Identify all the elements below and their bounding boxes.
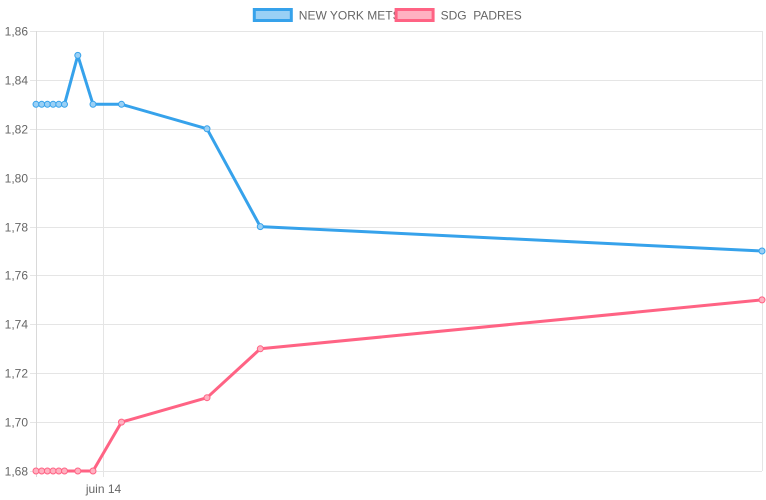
data-point[interactable] xyxy=(55,100,63,108)
data-point[interactable] xyxy=(61,100,68,108)
series-1 xyxy=(32,296,766,475)
legend-label: NEW YORK METS xyxy=(299,9,401,23)
y-tick-label: 1,80 xyxy=(5,172,29,186)
y-tick-label: 1,82 xyxy=(5,123,29,137)
data-point[interactable] xyxy=(74,467,82,475)
series-layer xyxy=(32,51,766,475)
data-point[interactable] xyxy=(43,100,51,108)
data-point[interactable] xyxy=(89,100,97,108)
series-line xyxy=(36,53,763,253)
data-point[interactable] xyxy=(32,467,40,475)
data-point[interactable] xyxy=(758,296,766,304)
data-point[interactable] xyxy=(38,100,46,108)
legend-item[interactable]: SDG PADRES xyxy=(394,8,522,23)
legend: NEW YORK METS SDG PADRES xyxy=(252,8,522,23)
series-0 xyxy=(32,51,766,255)
data-point[interactable] xyxy=(49,100,57,108)
data-point[interactable] xyxy=(758,247,766,255)
y-tick-label: 1,70 xyxy=(5,416,29,430)
y-tick-label: 1,86 xyxy=(5,25,29,39)
series-line xyxy=(36,298,763,473)
data-point[interactable] xyxy=(203,125,211,133)
x-tick-label: juin 14 xyxy=(85,482,122,496)
y-tick-label: 1,76 xyxy=(5,269,29,283)
y-tick-label: 1,74 xyxy=(5,318,29,332)
data-point[interactable] xyxy=(74,51,82,59)
data-point[interactable] xyxy=(256,223,264,231)
grid-lines xyxy=(30,31,763,477)
data-point[interactable] xyxy=(203,394,211,402)
data-point[interactable] xyxy=(38,467,46,475)
legend-label: SDG PADRES xyxy=(441,9,522,23)
y-axis: 1,68 1,70 1,72 1,74 1,76 1,78 1,80 1,82 1,84 1,86 xyxy=(5,25,29,479)
y-tick-label: 1,68 xyxy=(5,465,29,479)
data-point[interactable] xyxy=(49,467,57,475)
data-point[interactable] xyxy=(32,100,40,108)
y-tick-label: 1,72 xyxy=(5,367,29,381)
data-point[interactable] xyxy=(61,467,68,475)
data-point[interactable] xyxy=(256,345,264,353)
data-point[interactable] xyxy=(118,418,125,426)
x-axis: juin 14 xyxy=(85,482,122,496)
data-point[interactable] xyxy=(118,100,125,108)
legend-item[interactable]: NEW YORK METS xyxy=(252,8,401,23)
data-point[interactable] xyxy=(55,467,63,475)
legend-swatch xyxy=(252,8,293,22)
y-tick-label: 1,84 xyxy=(5,74,29,88)
data-point[interactable] xyxy=(89,467,97,475)
y-tick-label: 1,78 xyxy=(5,221,29,235)
legend-swatch xyxy=(394,8,435,22)
data-point[interactable] xyxy=(43,467,51,475)
